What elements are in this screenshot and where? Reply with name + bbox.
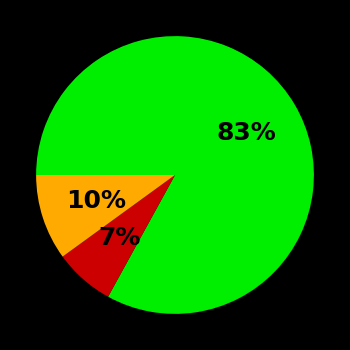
Wedge shape xyxy=(63,175,175,297)
Text: 83%: 83% xyxy=(217,121,276,145)
Wedge shape xyxy=(36,175,175,257)
Text: 10%: 10% xyxy=(66,189,126,213)
Text: 7%: 7% xyxy=(99,225,141,250)
Wedge shape xyxy=(36,36,314,314)
